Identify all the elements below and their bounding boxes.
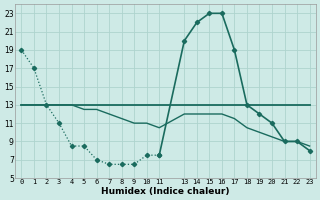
X-axis label: Humidex (Indice chaleur): Humidex (Indice chaleur) [101, 187, 230, 196]
